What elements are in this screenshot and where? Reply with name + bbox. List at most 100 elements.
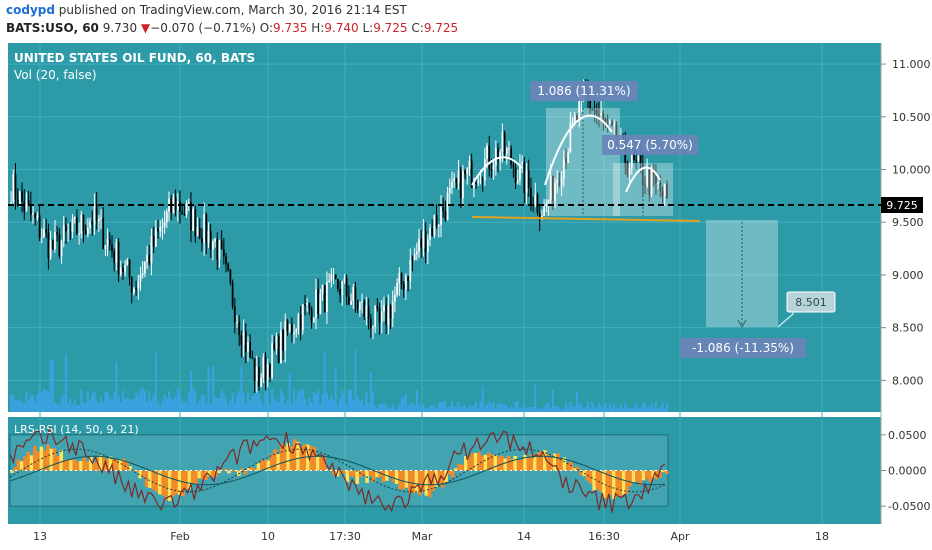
candle-body <box>12 174 15 203</box>
rsi-histogram-bar <box>13 467 17 471</box>
rsi-histogram-bar <box>184 470 188 490</box>
volume-bar <box>141 388 144 412</box>
candle-body <box>475 183 477 185</box>
volume-bar <box>200 394 203 412</box>
volume-bar <box>385 404 388 412</box>
volume-bar <box>115 361 118 412</box>
measure-label-down[interactable]: -1.086 (-11.35%) <box>680 338 806 358</box>
volume-bar <box>53 402 56 412</box>
volume-bar <box>589 408 592 412</box>
rsi-histogram-bar <box>625 470 629 494</box>
volume-bar <box>152 394 155 412</box>
price-axis[interactable]: 11.000 10.500 10.000 9.500 9.000 8.500 8.000 <box>881 58 931 387</box>
rsi-histogram-bar <box>658 470 662 478</box>
rsi-histogram-bar <box>121 458 126 471</box>
volume-bar <box>319 404 322 412</box>
candle-body <box>102 217 105 249</box>
candle-body <box>358 302 361 310</box>
candle-body <box>646 169 649 187</box>
candle-body <box>385 305 388 326</box>
candle-body <box>512 164 515 168</box>
volume-bar <box>374 405 377 412</box>
measure-box-down[interactable] <box>706 220 778 327</box>
time-tick-label: Feb <box>170 530 189 543</box>
volume-bar <box>624 403 627 412</box>
rsi-histogram-bar <box>503 458 508 471</box>
candle-body <box>126 259 129 266</box>
rsi-histogram-bar <box>371 470 376 483</box>
candle-body <box>429 227 431 240</box>
volume-bar <box>527 407 530 412</box>
rsi-histogram-bar <box>240 468 244 471</box>
volume-bar <box>332 399 335 412</box>
volume-bar <box>185 403 188 412</box>
volume-bar <box>238 390 241 412</box>
candle-body <box>608 121 611 124</box>
volume-bar <box>301 388 304 412</box>
rsi-histogram-bar <box>243 470 248 475</box>
volume-bar <box>472 405 475 412</box>
rsi-histogram-bar <box>194 470 198 485</box>
volume-bar <box>304 398 306 412</box>
candle-body <box>91 221 94 225</box>
candle-body <box>356 300 359 310</box>
candle-body <box>352 287 355 302</box>
volume-bar <box>157 402 160 412</box>
rsi-histogram-bar <box>292 439 297 471</box>
candle-body <box>67 231 70 233</box>
candle-body <box>71 218 74 232</box>
volume-bar <box>34 401 37 412</box>
volume-bar <box>376 408 379 412</box>
volume-bar <box>580 403 583 412</box>
candle-body <box>279 330 282 364</box>
candle-body <box>516 180 519 183</box>
candle-body <box>431 227 434 236</box>
volume-bar <box>29 395 32 412</box>
volume-bar <box>663 408 666 412</box>
candle-body <box>595 110 598 115</box>
candle-body <box>659 182 662 191</box>
candle-body <box>424 231 427 253</box>
volume-bar <box>308 397 311 412</box>
time-tick-label: 17:30 <box>329 530 361 543</box>
volume-bar <box>121 390 124 412</box>
neckline[interactable] <box>471 216 701 222</box>
volume-bar <box>352 399 355 412</box>
candle-body <box>440 207 442 225</box>
rsi-histogram-bar <box>315 456 320 471</box>
volume-bar <box>365 390 368 412</box>
volume-bar <box>657 408 660 412</box>
measure-label-1[interactable]: 1.086 (11.31%) <box>530 81 638 101</box>
volume-bar <box>389 407 392 412</box>
volume-bar <box>172 399 175 412</box>
candle-body <box>190 202 192 231</box>
volume-bar <box>637 407 640 412</box>
chart-canvas[interactable]: UNITED STATES OIL FUND, 60, BATS Vol (20… <box>0 38 932 550</box>
rsi-histogram-bar <box>651 470 656 478</box>
candle-body <box>260 378 263 387</box>
measure-label-2[interactable]: 0.547 (5.70%) <box>602 135 698 155</box>
candle-body <box>194 208 197 237</box>
volume-bar <box>284 404 287 412</box>
volume-label: Vol (20, false) <box>14 68 97 82</box>
time-axis[interactable]: 13 Feb 10 17:30 Mar 14 16:30 Apr 18 <box>33 530 829 543</box>
price-tick-label: 11.000 <box>892 58 931 71</box>
rsi-histogram-bar <box>111 458 116 471</box>
volume-bar <box>358 401 361 412</box>
rsi-histogram-bar <box>450 470 455 478</box>
candle-body <box>69 231 72 233</box>
candle-body <box>571 121 574 123</box>
candle-body <box>284 320 287 351</box>
target-callout[interactable]: 8.501 <box>786 291 836 313</box>
symbol-label[interactable]: BATS:USO, 60 <box>6 21 99 35</box>
candle-body <box>479 179 482 181</box>
volume-bar <box>411 403 414 412</box>
username-link[interactable]: codypd <box>6 3 55 17</box>
candle-body <box>23 201 26 212</box>
candle-body <box>73 217 76 219</box>
volume-bar <box>104 391 107 412</box>
volume-bar <box>43 389 45 412</box>
candle-body <box>128 259 131 278</box>
rsi-axis[interactable]: 0.0500 0.0000 -0.0500 <box>881 429 930 513</box>
current-price-badge: 9.725 <box>881 197 923 213</box>
